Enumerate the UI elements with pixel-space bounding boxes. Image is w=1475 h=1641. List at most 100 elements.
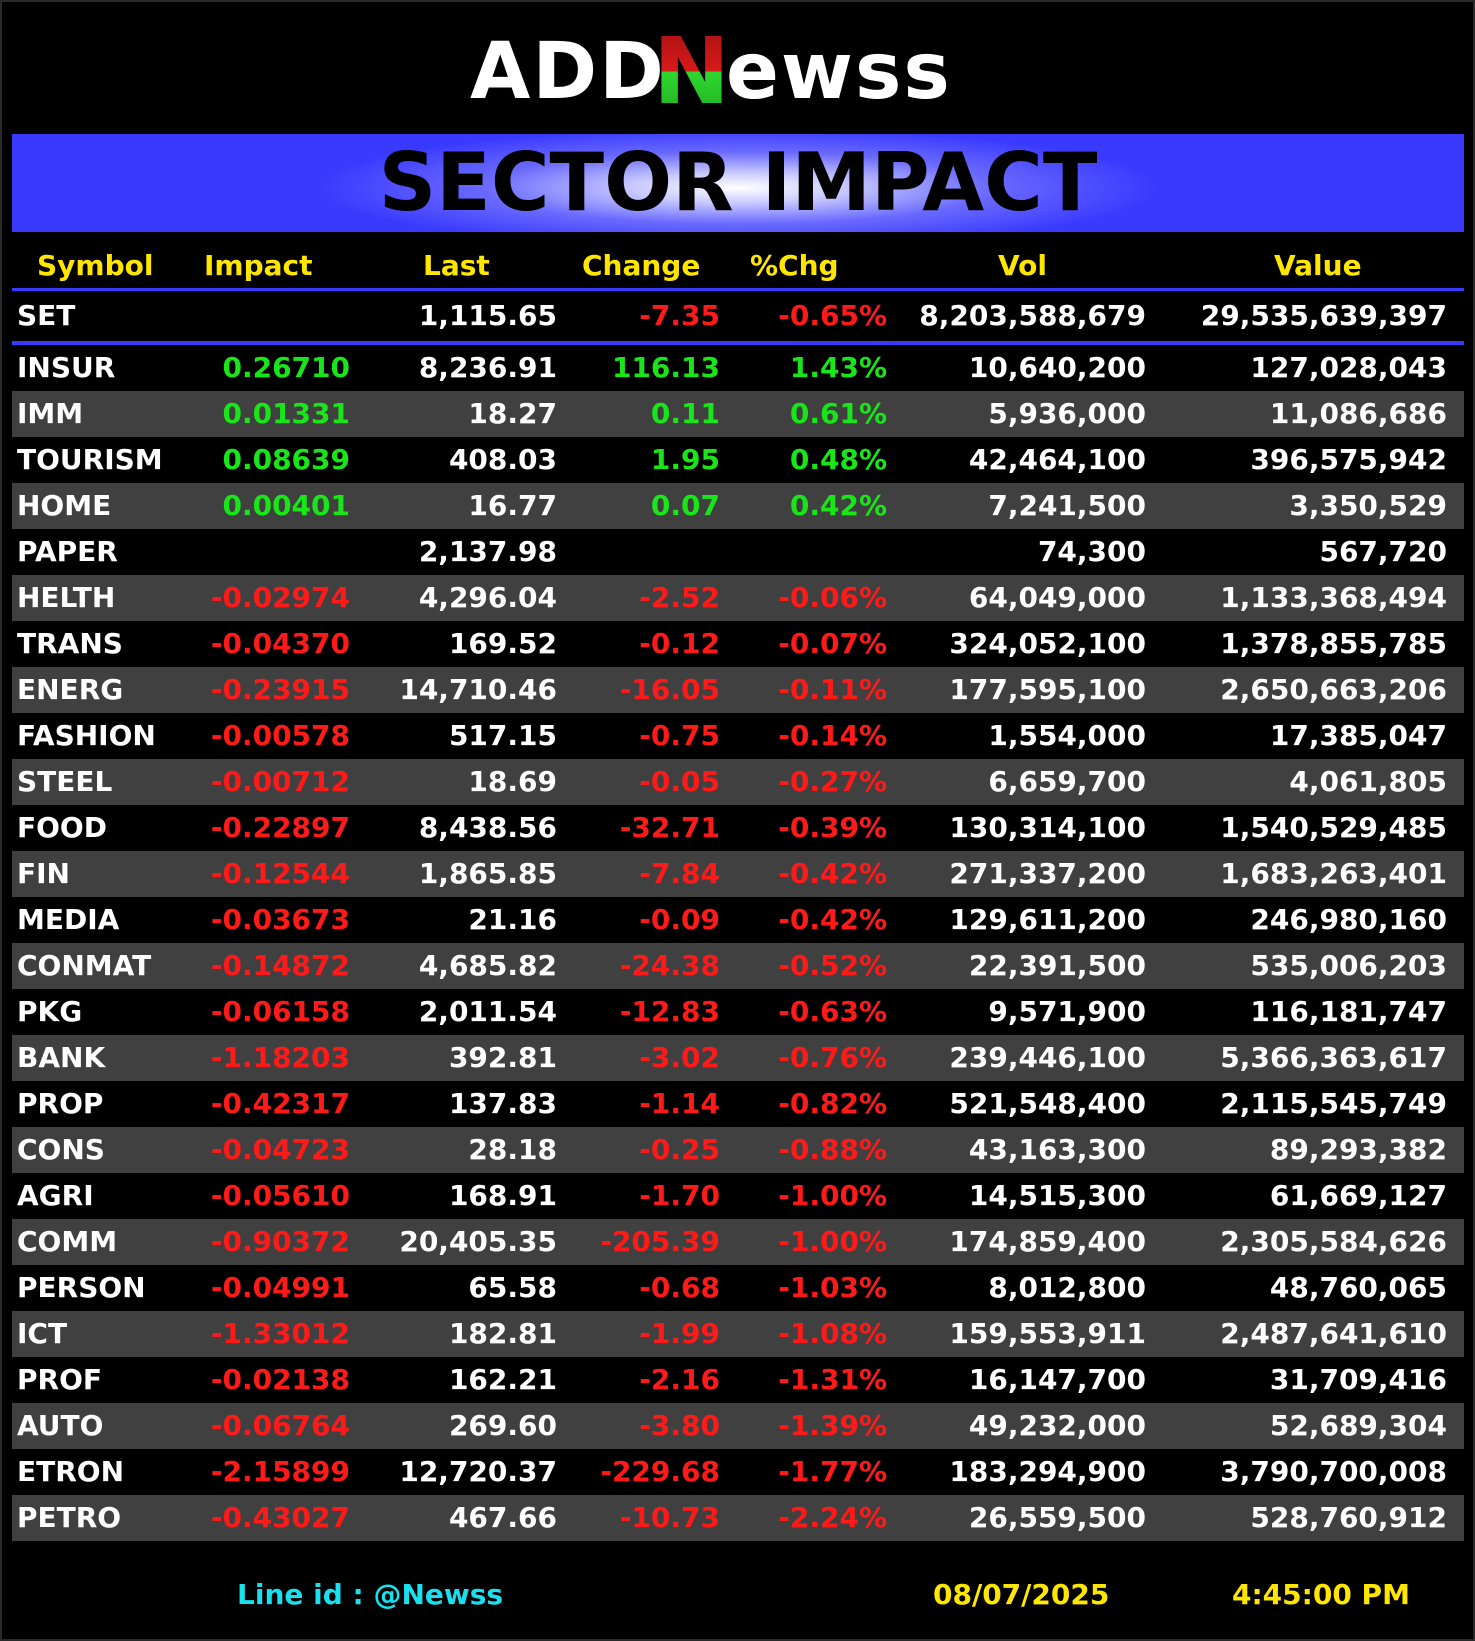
sector-impact: -0.23915 [210,673,350,706]
table-row: ETRON -2.15899 12,720.37 -229.68 -1.77% 183,2… [12,1449,1464,1495]
sector-pct-change: -1.39% [778,1409,887,1442]
sector-value: 2,650,663,206 [1220,673,1447,706]
sector-change: -1.70 [639,1179,720,1212]
sector-symbol: BANK [17,1041,106,1074]
sector-pct-change: -1.03% [778,1271,887,1304]
sector-impact: -0.14872 [210,949,350,982]
sector-impact: -2.15899 [210,1455,350,1488]
sector-vol: 26,559,500 [968,1501,1146,1534]
sector-vol: 22,391,500 [968,949,1146,982]
sector-vol: 43,163,300 [968,1133,1146,1166]
table-row: AGRI -0.05610 168.91 -1.70 -1.00% 14,515,300 6… [12,1173,1464,1219]
sector-impact: -0.22897 [210,811,350,844]
table-row: HOME 0.00401 16.77 0.07 0.42% 7,241,500 3,350,… [12,483,1464,529]
index-pct-change: -0.65% [778,299,887,332]
sector-symbol: COMM [17,1225,118,1258]
table-row: COMM -0.90372 20,405.35 -205.39 -1.00% 174,85… [12,1219,1464,1265]
sector-vol: 174,859,400 [949,1225,1146,1258]
table-header: Symbol Impact Last Change %Chg Vol Value [12,244,1464,291]
sector-impact: -0.05610 [210,1179,350,1212]
sector-change: -32.71 [619,811,720,844]
table-row: TOURISM 0.08639 408.03 1.95 0.48% 42,464,100 3… [12,437,1464,483]
col-header-change: Change [582,249,701,282]
table-row: INSUR 0.26710 8,236.91 116.13 1.43% 10,640,20… [12,345,1464,391]
sector-impact: -0.02974 [210,581,350,614]
sector-symbol: IMM [17,397,84,430]
sector-symbol: TOURISM [17,443,163,476]
sector-impact: 0.00401 [222,489,350,522]
sector-change: -0.05 [639,765,720,798]
table-row: MEDIA -0.03673 21.16 -0.09 -0.42% 129,611,200… [12,897,1464,943]
sector-value: 3,790,700,008 [1220,1455,1447,1488]
sector-value: 1,540,529,485 [1220,811,1447,844]
sector-value: 31,709,416 [1269,1363,1447,1396]
sector-value: 528,760,912 [1250,1501,1447,1534]
table-row: STEEL -0.00712 18.69 -0.05 -0.27% 6,659,700 4,… [12,759,1464,805]
sector-pct-change: 0.48% [789,443,887,476]
sector-pct-change: -0.42% [778,903,887,936]
sector-vol: 1,554,000 [988,719,1146,752]
footer: Line id : @Newss 08/07/2025 4:45:00 PM [0,1578,1475,1618]
sector-change: -1.14 [639,1087,720,1120]
sector-change: 116.13 [611,351,720,384]
sector-last: 65.58 [468,1271,557,1304]
sector-last: 8,438.56 [418,811,557,844]
sector-change: -10.73 [619,1501,720,1534]
sector-vol: 6,659,700 [988,765,1146,798]
sector-pct-change: -1.31% [778,1363,887,1396]
sector-symbol: HOME [17,489,112,522]
sector-change: 0.11 [650,397,720,430]
col-header-vol: Vol [998,249,1047,282]
sector-vol: 16,147,700 [968,1363,1146,1396]
sector-last: 162.21 [448,1363,557,1396]
sector-last: 16.77 [468,489,557,522]
report-date: 08/07/2025 [933,1578,1110,1611]
sector-value: 1,133,368,494 [1220,581,1447,614]
table-row: ENERG -0.23915 14,710.46 -16.05 -0.11% 177,59… [12,667,1464,713]
sector-symbol: CONS [17,1133,105,1166]
sector-symbol: PROF [17,1363,103,1396]
table-row: TRANS -0.04370 169.52 -0.12 -0.07% 324,052,10… [12,621,1464,667]
sector-vol: 159,553,911 [949,1317,1146,1350]
sector-vol: 10,640,200 [968,351,1146,384]
sector-last: 8,236.91 [418,351,557,384]
sector-impact: 0.01331 [222,397,350,430]
index-value: 29,535,639,397 [1200,299,1447,332]
logo-text-mid: N [653,28,730,118]
sector-pct-change: -0.76% [778,1041,887,1074]
sector-impact: -0.02138 [210,1363,350,1396]
table-row: FIN -0.12544 1,865.85 -7.84 -0.42% 271,337,20… [12,851,1464,897]
col-header-symbol: Symbol [37,249,154,282]
sector-value: 48,760,065 [1269,1271,1447,1304]
sector-symbol: FOOD [17,811,107,844]
sector-last: 1,865.85 [418,857,557,890]
table-row: CONS -0.04723 28.18 -0.25 -0.88% 43,163,300 89… [12,1127,1464,1173]
table-row: IMM 0.01331 18.27 0.11 0.61% 5,936,000 11,086,… [12,391,1464,437]
sector-change: -3.80 [639,1409,720,1442]
sector-pct-change: -1.08% [778,1317,887,1350]
sector-change: -0.25 [639,1133,720,1166]
sector-value: 61,669,127 [1269,1179,1447,1212]
sector-rows: INSUR 0.26710 8,236.91 116.13 1.43% 10,640,20… [12,345,1464,1541]
col-header-pct-change: %Chg [750,249,839,282]
table-row: PKG -0.06158 2,011.54 -12.83 -0.63% 9,571,900… [12,989,1464,1035]
sector-value: 1,683,263,401 [1220,857,1447,890]
sector-change: -0.75 [639,719,720,752]
sector-value: 3,350,529 [1289,489,1447,522]
sector-value: 246,980,160 [1250,903,1447,936]
sector-change: -16.05 [619,673,720,706]
sector-change: -0.09 [639,903,720,936]
sector-symbol: MEDIA [17,903,120,936]
sector-last: 4,685.82 [418,949,557,982]
sector-vol: 64,049,000 [968,581,1146,614]
sector-value: 396,575,942 [1250,443,1447,476]
sector-value: 2,115,545,749 [1220,1087,1447,1120]
sector-pct-change: 0.42% [789,489,887,522]
sector-pct-change: -1.77% [778,1455,887,1488]
sector-value: 127,028,043 [1250,351,1447,384]
sector-change: -12.83 [619,995,720,1028]
sector-value: 567,720 [1319,535,1447,568]
table-row: PROP -0.42317 137.83 -1.14 -0.82% 521,548,400… [12,1081,1464,1127]
sector-pct-change: -0.88% [778,1133,887,1166]
